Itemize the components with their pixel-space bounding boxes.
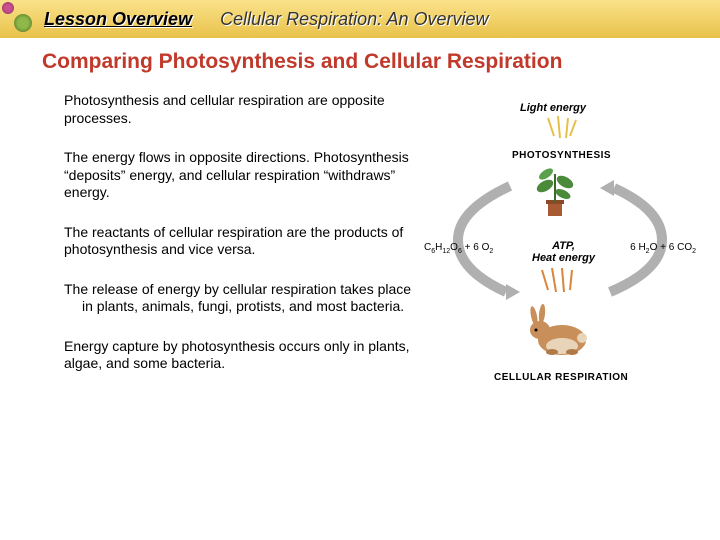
paragraph-4: The release of energy by cellular respir… [82,281,420,316]
rabbit-icon [522,302,592,358]
atp-text: ATP, [552,240,575,252]
sun-rays-icon [540,116,580,144]
lesson-overview-label: Lesson Overview [44,9,192,30]
left-formula: C6H12O6 + 6 O2 [424,242,493,255]
paragraph-3: The reactants of cellular respiration ar… [64,224,420,259]
heat-rays-icon [536,266,580,301]
cellular-respiration-label: CELLULAR RESPIRATION [494,372,628,383]
content-area: Photosynthesis and cellular respiration … [0,92,720,402]
plant-icon [530,162,580,212]
left-arrow-icon [448,180,528,290]
light-energy-label: Light energy [520,102,586,114]
paragraph-2: The energy flows in opposite directions.… [64,149,420,202]
paragraph-1: Photosynthesis and cellular respiration … [64,92,420,127]
paragraph-5: Energy capture by photosynthesis occurs … [64,338,420,373]
header-decoration [0,0,40,38]
photosynthesis-label: PHOTOSYNTHESIS [512,150,611,161]
diagram-column: Light energy PHOTOSYNTHESIS [420,92,700,402]
atp-heat-label: ATP, Heat energy [532,240,595,264]
chapter-title: Cellular Respiration: An Overview [220,9,488,30]
header-bar: Lesson Overview Cellular Respiration: An… [0,0,720,38]
right-formula: 6 H2O + 6 CO2 [630,242,696,255]
heat-text: Heat energy [532,252,595,264]
cycle-diagram: Light energy PHOTOSYNTHESIS [430,102,690,402]
page-title: Comparing Photosynthesis and Cellular Re… [42,50,720,74]
right-arrow-icon [592,180,672,290]
text-column: Photosynthesis and cellular respiration … [0,92,420,402]
